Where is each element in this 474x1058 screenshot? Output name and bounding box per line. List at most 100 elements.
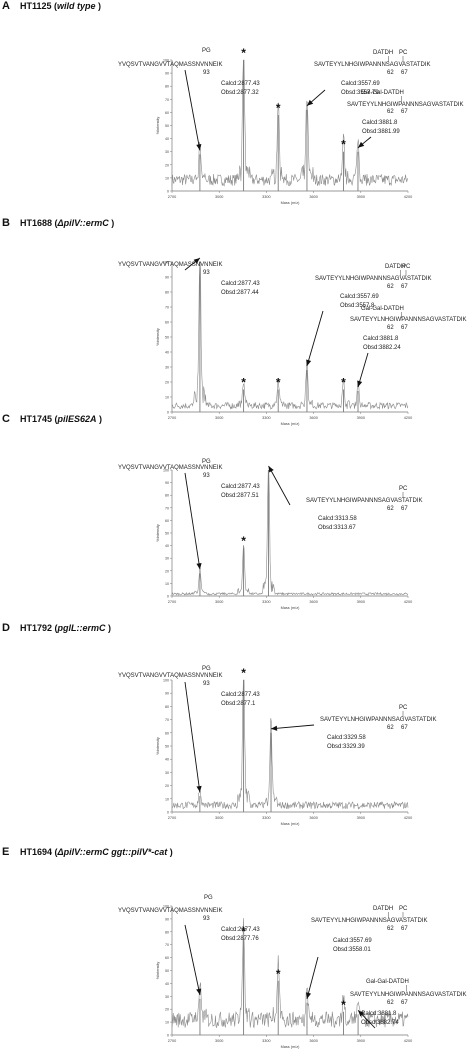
y-tick-label: 20 — [165, 1008, 169, 1012]
y-tick-label: 40 — [165, 137, 169, 141]
peak-star: * — [276, 101, 281, 115]
x-tick-label: 4200 — [404, 816, 412, 820]
genotype: pglL::ermC — [57, 623, 106, 633]
annotation-glycan: Gal-Gal-DATDH — [361, 306, 404, 312]
y-tick-label: 40 — [165, 982, 169, 986]
y-tick-label: 0 — [167, 190, 169, 194]
genotype: pilES62A — [57, 414, 97, 424]
arrow-head — [196, 143, 202, 151]
annotation-obs: Obsd:3329.39 — [327, 744, 365, 750]
annotation-glycan: DATDH — [385, 264, 405, 270]
annotation-seq: SAVTEYYLNHGIWPANNNSAGVASTATDIK — [311, 918, 427, 924]
strain-name: HT1745 — [20, 414, 52, 424]
annotation-calc: Calcd:2877.43 — [221, 81, 260, 87]
annotation-seq: YVQSVTVANGVVTAQMASSNVNNEIK — [118, 62, 222, 68]
x-tick-label: 3900 — [357, 416, 365, 420]
strain-name: HT1125 — [20, 1, 52, 11]
annotation-pos: 62 — [387, 109, 394, 115]
y-tick-label: 10 — [165, 582, 169, 586]
x-tick-label: 2700 — [168, 416, 176, 420]
y-axis-title: %Intensity — [156, 962, 160, 980]
x-tick-label: 3300 — [262, 416, 270, 420]
annotation-pos: 67 — [401, 506, 408, 512]
header-close-paren: ) — [167, 847, 173, 857]
annotation-pc: PC — [399, 50, 408, 56]
arrow-head — [196, 988, 202, 995]
y-tick-label: 50 — [165, 124, 169, 128]
header-close-paren: ) — [96, 1, 102, 11]
panel-header: HT1694 (ΔpilV::ermC ggt::pilV*-cat ) — [20, 847, 173, 857]
annotation-glycan: Gal-Gal-DATDH — [361, 90, 404, 96]
y-tick-label: 60 — [165, 321, 169, 325]
y-tick-label: 90 — [165, 917, 169, 921]
annotation-seq: SAVTEYYLNHGIWPANNNSAGVASTATDIK — [315, 276, 431, 282]
annotation-pos: 62 — [387, 725, 394, 731]
y-tick-label: 100 — [163, 679, 169, 683]
x-axis-title: Mass (m/z) — [281, 201, 301, 205]
x-axis-title: Mass (m/z) — [281, 1045, 301, 1049]
genotype: ΔpilV::ermC — [57, 218, 110, 228]
annotation-pos: 62 — [387, 325, 394, 331]
annotation-calc: Calcd:3557.69 — [341, 81, 380, 87]
x-tick-label: 3600 — [309, 416, 317, 420]
header-open-paren: ( — [52, 1, 58, 11]
peak-star: * — [241, 46, 246, 60]
x-tick-label: 2700 — [168, 1039, 176, 1043]
y-tick-label: 0 — [167, 411, 169, 415]
x-tick-label: 3900 — [357, 600, 365, 604]
spectrum-trace — [171, 261, 409, 410]
annotation-calc: Calcd:3329.58 — [327, 735, 366, 741]
annotation-calc: Calcd:3313.58 — [318, 516, 357, 522]
annotation-calc: Calcd:3557.69 — [333, 938, 372, 944]
y-tick-label: 10 — [165, 1021, 169, 1025]
arrow-head — [357, 380, 363, 387]
y-axis-title: %Intensity — [156, 328, 160, 346]
header-open-paren: ( — [52, 414, 58, 424]
annotation-obs: Obsd:2877.51 — [221, 493, 259, 499]
strain-name: HT1792 — [20, 623, 52, 633]
annotation-seq: YVQSVTVANGVVTAQMASSNVNNEIK — [118, 465, 222, 471]
annotation-obs: Obsd:2877.44 — [221, 290, 259, 296]
arrow-head — [306, 359, 312, 366]
y-axis-title: %Intensity — [156, 117, 160, 135]
strain-name: HT1694 — [20, 847, 52, 857]
annotation-arrow — [184, 69, 201, 151]
y-tick-label: 30 — [165, 771, 169, 775]
peak-star: * — [241, 376, 246, 390]
genotype: wild type — [57, 1, 96, 11]
y-tick-label: 20 — [165, 163, 169, 167]
annotation-pos: 67 — [401, 926, 408, 932]
annotation-obs: Obsd:2877.1 — [221, 701, 256, 707]
header-open-paren: ( — [52, 218, 58, 228]
annotation-arrow — [306, 956, 319, 999]
annotation-pos: 62 — [387, 1000, 394, 1006]
y-tick-label: 30 — [165, 557, 169, 561]
annotation-seq: SAVTEYYLNHGIWPANNNSAGVASTATDIK — [320, 717, 436, 723]
x-tick-label: 3300 — [262, 195, 270, 199]
annotation-obs: Obsd:3557.8 — [340, 303, 375, 309]
y-tick-label: 30 — [165, 150, 169, 154]
y-tick-label: 80 — [165, 85, 169, 89]
spectrum-panel-b: B HT1688 (ΔpilV::ermC )010203040506070809… — [2, 217, 466, 426]
annotation-pos: 62 — [387, 926, 394, 932]
x-tick-label: 3600 — [309, 1039, 317, 1043]
annotation-pc: PC — [402, 264, 411, 270]
spectrum-panel-c: C HT1745 (pilES62A ) 0 10 20 30 40 50 60 70 80 90 10… — [2, 413, 422, 610]
y-tick-label: 10 — [165, 396, 169, 400]
peak-star: * — [341, 998, 346, 1012]
strain-name: HT1688 — [20, 218, 52, 228]
annotation-calc: Calcd:2877.43 — [221, 692, 260, 698]
annotation-pos: 67 — [401, 284, 408, 290]
x-tick-label: 2700 — [168, 600, 176, 604]
x-tick-label: 3000 — [215, 195, 223, 199]
annotation-calc: Calcd:2877.43 — [221, 927, 260, 933]
annotation-obs: Obsd:3882.24 — [363, 345, 401, 351]
peak-star: * — [241, 534, 246, 548]
y-tick-label: 80 — [165, 291, 169, 295]
y-tick-label: 0 — [167, 811, 169, 815]
x-tick-label: 3000 — [215, 416, 223, 420]
y-tick-label: 60 — [165, 731, 169, 735]
annotation-pg: PG — [202, 459, 211, 465]
annotation-seq: SAVTEYYLNHGIWPANNNSAGVASTATDIK — [314, 62, 430, 68]
